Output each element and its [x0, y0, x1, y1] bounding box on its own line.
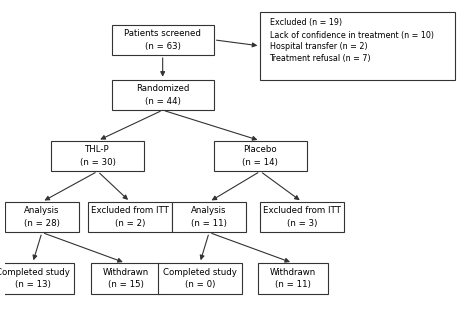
Text: Analysis
(n = 28): Analysis (n = 28)	[24, 207, 60, 228]
Bar	[111, 25, 214, 55]
Text: Placebo
(n = 14): Placebo (n = 14)	[242, 145, 278, 167]
Text: Patients screened
(n = 63): Patients screened (n = 63)	[124, 29, 201, 51]
Text: Withdrawn
(n = 15): Withdrawn (n = 15)	[102, 268, 149, 289]
Bar	[172, 202, 246, 232]
Text: Withdrawn
(n = 11): Withdrawn (n = 11)	[270, 268, 316, 289]
Text: Randomized
(n = 44): Randomized (n = 44)	[136, 84, 190, 105]
Text: Completed study
(n = 13): Completed study (n = 13)	[0, 268, 70, 289]
Bar	[0, 263, 74, 294]
Bar	[214, 141, 307, 171]
Text: Analysis
(n = 11): Analysis (n = 11)	[191, 207, 227, 228]
Text: Lack of confidence in treatment (n = 10): Lack of confidence in treatment (n = 10)	[270, 31, 434, 40]
Text: Excluded (n = 19): Excluded (n = 19)	[270, 18, 342, 27]
Bar	[51, 141, 144, 171]
Text: Treatment refusal (n = 7): Treatment refusal (n = 7)	[270, 54, 371, 63]
Bar	[260, 202, 344, 232]
Bar	[158, 263, 242, 294]
Text: Hospital transfer (n = 2): Hospital transfer (n = 2)	[270, 42, 367, 51]
Bar	[91, 263, 160, 294]
Text: Excluded from ITT
(n = 2): Excluded from ITT (n = 2)	[91, 207, 169, 228]
Bar	[88, 202, 172, 232]
Bar	[111, 80, 214, 110]
Text: Completed study
(n = 0): Completed study (n = 0)	[163, 268, 237, 289]
Text: Excluded from ITT
(n = 3): Excluded from ITT (n = 3)	[263, 207, 341, 228]
Bar	[258, 263, 328, 294]
Bar	[260, 12, 456, 80]
Text: THL-P
(n = 30): THL-P (n = 30)	[80, 145, 116, 167]
Bar	[5, 202, 79, 232]
